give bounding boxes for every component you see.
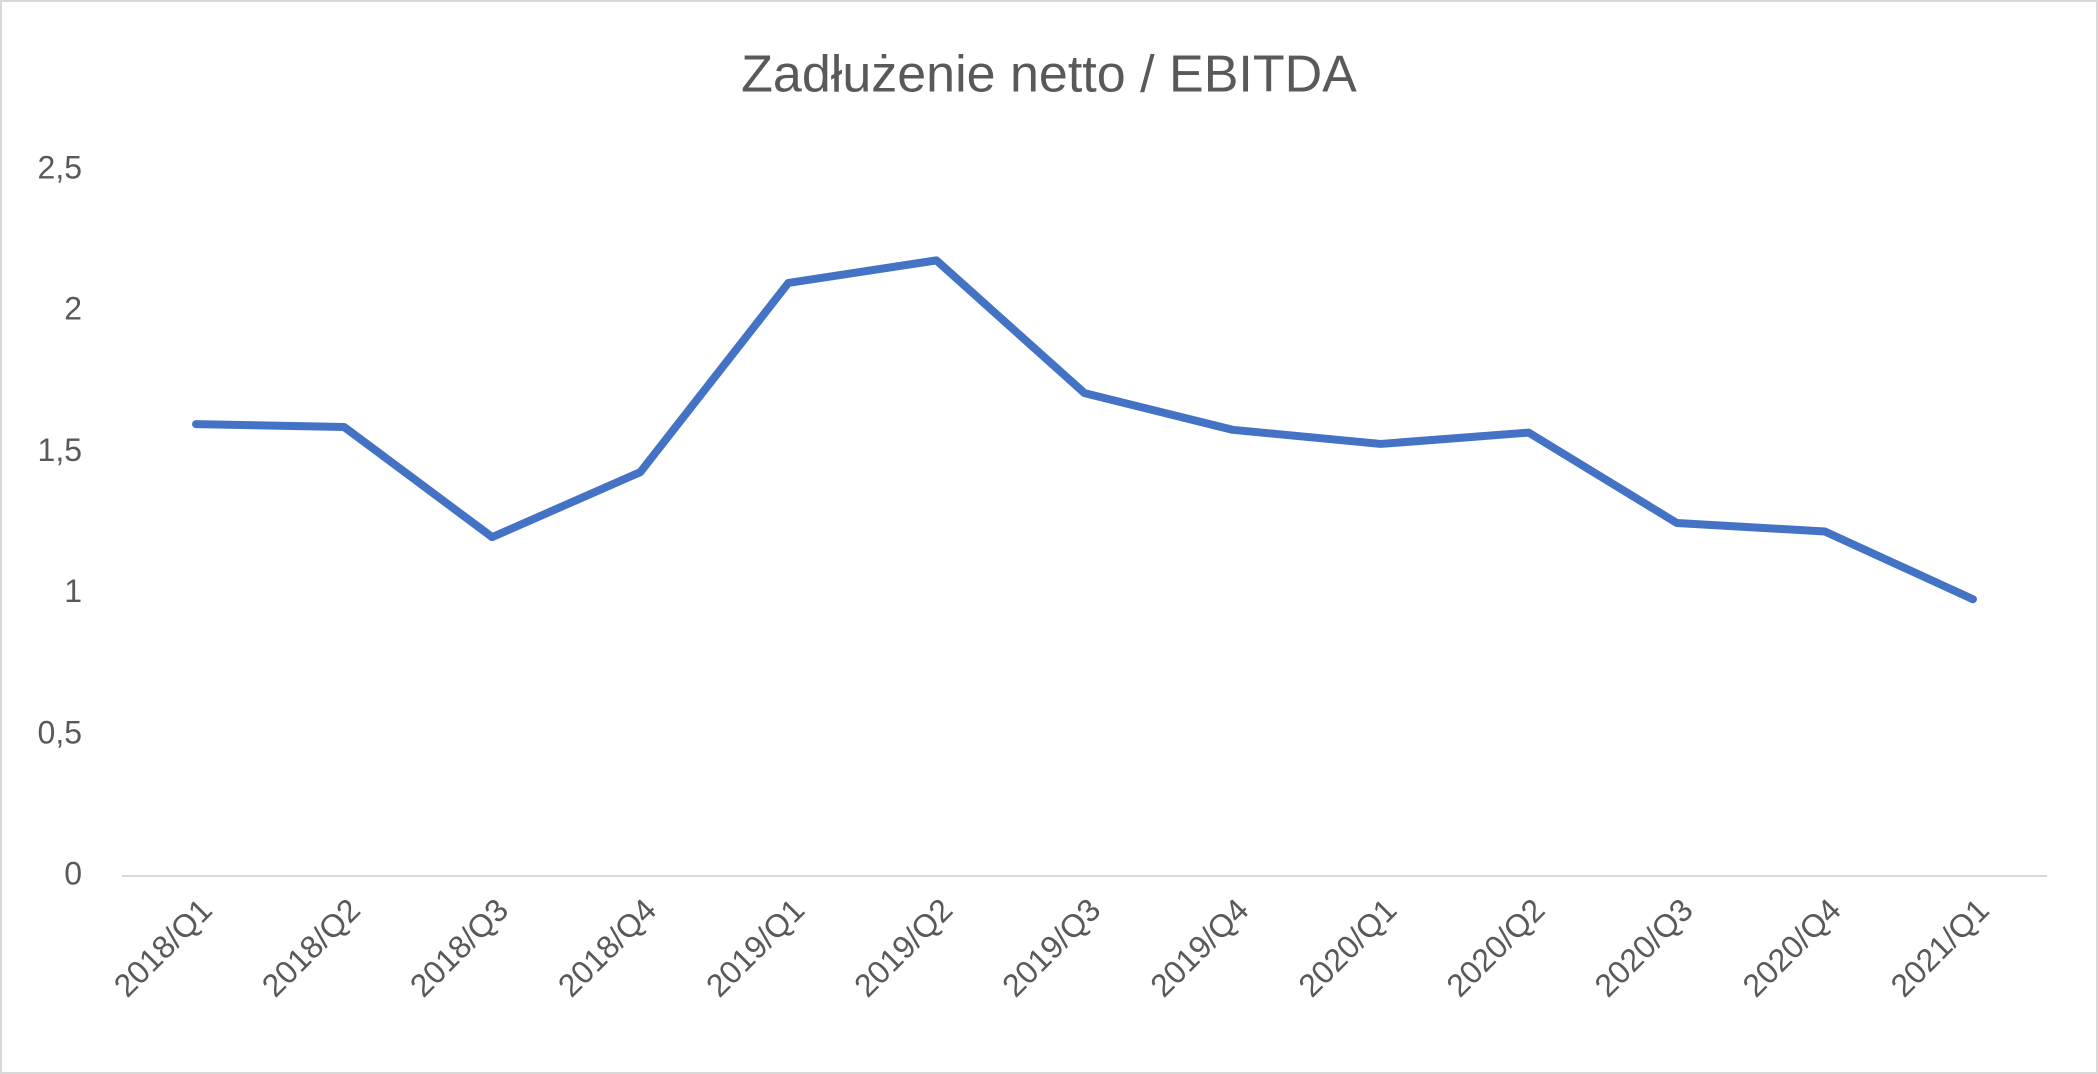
y-tick-label: 2 bbox=[64, 291, 82, 327]
y-tick-label: 2,5 bbox=[38, 149, 82, 185]
chart-title: Zadłużenie netto / EBITDA bbox=[741, 46, 1357, 104]
y-tick-label: 1,5 bbox=[38, 432, 82, 468]
y-tick-label: 0 bbox=[64, 855, 82, 891]
y-tick-label: 1 bbox=[64, 573, 82, 609]
data-line bbox=[192, 256, 1977, 604]
y-tick-label: 0,5 bbox=[38, 714, 82, 750]
